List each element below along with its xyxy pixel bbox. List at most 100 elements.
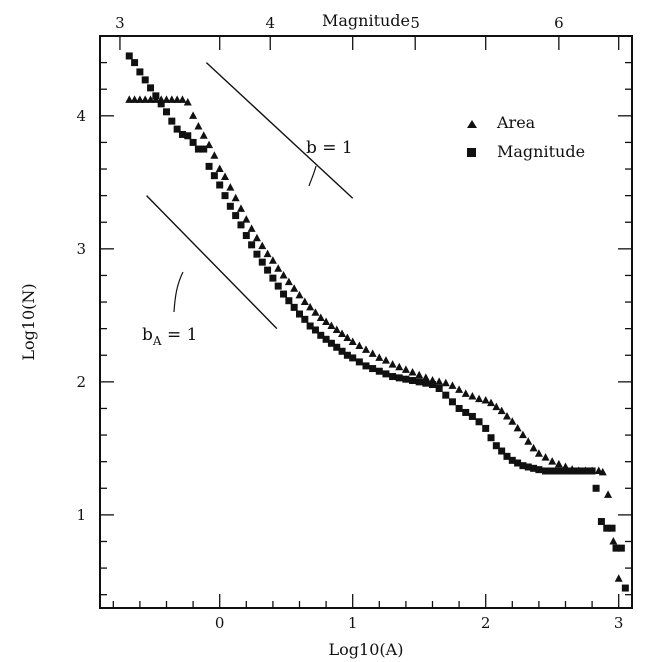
area-point bbox=[263, 249, 272, 258]
area-point bbox=[327, 321, 336, 329]
area-point bbox=[284, 277, 293, 286]
area-point bbox=[268, 256, 277, 264]
magnitude-point bbox=[306, 322, 314, 330]
area-point bbox=[508, 417, 517, 425]
area-point bbox=[461, 389, 470, 397]
magnitude-point bbox=[617, 544, 625, 552]
top-tick-label: 5 bbox=[410, 14, 420, 32]
magnitude-point bbox=[322, 335, 330, 343]
magnitude-point bbox=[349, 354, 357, 362]
area-point bbox=[395, 362, 404, 371]
x-tick-label: 2 bbox=[481, 614, 491, 632]
area-point bbox=[368, 349, 377, 357]
magnitude-point bbox=[194, 145, 202, 153]
area-point bbox=[146, 95, 155, 103]
x-tick-label: 1 bbox=[348, 614, 358, 632]
y-axis-title: Log10(N) bbox=[19, 283, 38, 360]
magnitude-point bbox=[429, 381, 436, 389]
top-axis-title: Magnitude bbox=[322, 11, 410, 30]
magnitude-point bbox=[152, 92, 160, 100]
magnitude-point bbox=[355, 358, 363, 366]
magnitude-point bbox=[530, 464, 538, 472]
magnitude-point bbox=[258, 258, 266, 266]
area-point bbox=[415, 370, 424, 379]
reference-line bbox=[146, 195, 278, 330]
magnitude-point bbox=[597, 518, 605, 526]
magnitude-point bbox=[498, 447, 506, 455]
magnitude-point bbox=[264, 266, 272, 274]
area-point bbox=[311, 308, 320, 316]
area-point bbox=[135, 95, 144, 103]
magnitude-point bbox=[482, 424, 490, 432]
area-point bbox=[125, 95, 134, 103]
magnitude-point bbox=[568, 467, 576, 475]
magnitude-point bbox=[290, 303, 298, 311]
magnitude-point bbox=[375, 367, 383, 375]
magnitude-point bbox=[317, 331, 325, 339]
area-point bbox=[475, 394, 484, 403]
magnitude-point bbox=[168, 117, 176, 125]
magnitude-point bbox=[221, 192, 229, 200]
area-point bbox=[492, 402, 501, 411]
area-point bbox=[300, 297, 309, 306]
legend-label-area: Area bbox=[496, 113, 536, 132]
area-point bbox=[487, 398, 496, 407]
magnitude-point bbox=[173, 125, 181, 133]
magnitude-point bbox=[248, 241, 256, 249]
magnitude-point bbox=[253, 250, 261, 258]
magnitude-point bbox=[269, 274, 277, 282]
magnitude-point bbox=[409, 377, 417, 385]
annotations: b = 1 bA = 1 bbox=[142, 138, 353, 348]
magnitude-point bbox=[205, 162, 213, 170]
y-tick-label: 4 bbox=[76, 107, 86, 125]
magnitude-point bbox=[435, 385, 443, 393]
magnitude-point bbox=[362, 362, 370, 370]
magnitude-point bbox=[382, 370, 390, 378]
area-point bbox=[598, 467, 607, 476]
magnitude-point bbox=[141, 76, 149, 84]
area-point bbox=[178, 95, 187, 103]
annotation-b-pointer bbox=[308, 165, 317, 187]
area-point bbox=[274, 264, 283, 272]
area-point bbox=[332, 325, 341, 333]
area-point bbox=[524, 437, 533, 445]
magnitude-point bbox=[280, 290, 288, 298]
annotation-ba-suffix: = 1 bbox=[162, 325, 198, 345]
plot-area-border bbox=[99, 35, 633, 609]
area-point bbox=[421, 373, 430, 381]
magnitude-point bbox=[542, 467, 550, 475]
magnitude-point bbox=[131, 59, 139, 67]
magnitude-point bbox=[487, 434, 495, 442]
area-point bbox=[130, 95, 139, 103]
magnitude-point bbox=[232, 212, 240, 220]
area-point bbox=[554, 459, 563, 468]
area-point bbox=[322, 317, 331, 325]
magnitude-point bbox=[468, 412, 476, 420]
legend-square-marker bbox=[467, 148, 476, 157]
area-point bbox=[441, 378, 450, 387]
y-tick-label: 3 bbox=[76, 240, 86, 258]
top-tick-label: 6 bbox=[554, 14, 564, 32]
magnitude-point bbox=[508, 456, 516, 464]
area-point bbox=[455, 385, 464, 393]
area-point bbox=[167, 95, 176, 103]
area-point bbox=[604, 490, 613, 498]
magnitude-point bbox=[147, 84, 155, 92]
magnitude-point bbox=[210, 172, 218, 180]
area-point bbox=[226, 183, 235, 191]
area-point bbox=[355, 341, 364, 349]
area-point bbox=[173, 95, 182, 103]
legend-triangle-marker bbox=[467, 120, 477, 128]
magnitude-point bbox=[492, 442, 500, 450]
magnitude-point bbox=[343, 351, 351, 359]
y-tick-label: 1 bbox=[76, 506, 86, 524]
reference-lines bbox=[146, 62, 354, 330]
area-point bbox=[614, 574, 623, 582]
data-points bbox=[125, 52, 629, 592]
magnitude-point bbox=[200, 145, 208, 153]
x-tick-label: 3 bbox=[614, 614, 624, 632]
magnitude-point bbox=[369, 365, 377, 373]
magnitude-point bbox=[548, 467, 556, 475]
annotation-b-equals-1: b = 1 bbox=[306, 138, 353, 158]
annotation-ba-b: b bbox=[142, 325, 153, 345]
